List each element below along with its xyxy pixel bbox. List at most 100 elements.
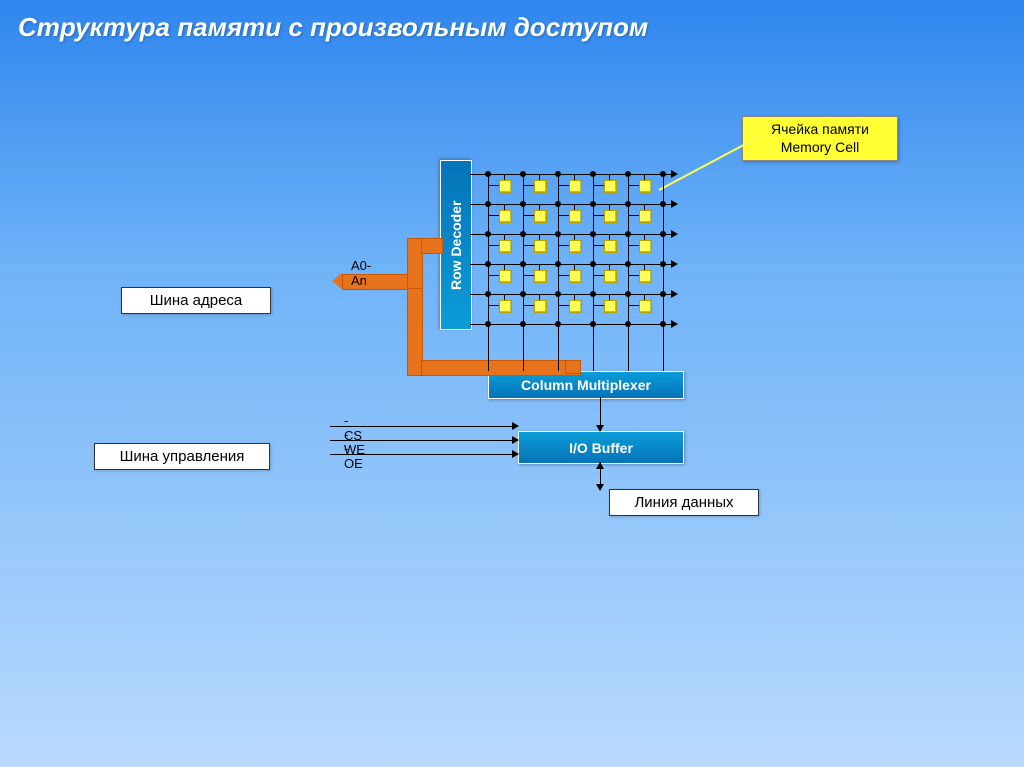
- memory-cell: [569, 300, 582, 313]
- memory-cell: [499, 180, 512, 193]
- cell-stub: [558, 305, 569, 306]
- grid-row-line: [470, 174, 673, 175]
- io-data-arrow-up: [596, 462, 604, 469]
- memory-cell: [604, 270, 617, 283]
- memory-cell: [639, 300, 652, 313]
- cell-stub: [628, 215, 639, 216]
- grid-node: [520, 171, 526, 177]
- cs-arrow: [512, 422, 519, 430]
- cell-stub: [539, 294, 540, 300]
- cell-stub: [574, 264, 575, 270]
- cell-stub: [558, 215, 569, 216]
- memory-cell: [534, 210, 547, 223]
- grid-row-arrow: [671, 290, 678, 298]
- cell-stub: [574, 294, 575, 300]
- cell-stub: [523, 215, 534, 216]
- grid-node: [555, 261, 561, 267]
- memory-cell: [499, 240, 512, 253]
- grid-node: [590, 261, 596, 267]
- grid-node: [590, 291, 596, 297]
- memory-cell: [499, 300, 512, 313]
- io-data-arrow-down: [596, 484, 604, 491]
- cell-stub: [644, 294, 645, 300]
- cell-stub: [523, 275, 534, 276]
- oe-arrow: [512, 450, 519, 458]
- grid-row-line: [470, 294, 673, 295]
- grid-row-arrow: [671, 320, 678, 328]
- orange-to-mux: [565, 360, 581, 374]
- cell-stub: [593, 275, 604, 276]
- io-buffer-block: I/O Buffer: [518, 431, 684, 464]
- memory-cell: [639, 240, 652, 253]
- cell-stub: [488, 305, 499, 306]
- grid-node: [520, 321, 526, 327]
- grid-row-arrow: [671, 260, 678, 268]
- cell-stub: [609, 294, 610, 300]
- cell-stub: [644, 234, 645, 240]
- cell-stub: [539, 204, 540, 210]
- grid-row-line: [470, 204, 673, 205]
- memory-cell: [569, 270, 582, 283]
- data-line-label: Линия данных: [609, 489, 759, 516]
- memory-cell: [569, 240, 582, 253]
- memory-cell: [499, 210, 512, 223]
- memory-cell: [569, 180, 582, 193]
- grid-row-arrow: [671, 200, 678, 208]
- orange-to-decoder: [421, 238, 443, 254]
- cell-stub: [488, 185, 499, 186]
- cell-stub: [574, 234, 575, 240]
- cell-stub: [609, 174, 610, 180]
- memory-cell-callout: Ячейка памяти Memory Cell: [742, 116, 898, 161]
- cell-stub: [504, 264, 505, 270]
- cell-stub: [644, 264, 645, 270]
- grid-node: [660, 231, 666, 237]
- memory-cell: [534, 180, 547, 193]
- memory-cell: [604, 240, 617, 253]
- grid-node: [660, 171, 666, 177]
- grid-node: [590, 201, 596, 207]
- memory-cell: [604, 210, 617, 223]
- cell-stub: [628, 275, 639, 276]
- cell-stub: [609, 264, 610, 270]
- orange-entry-notch: [332, 273, 342, 289]
- grid-node: [590, 321, 596, 327]
- grid-node: [590, 231, 596, 237]
- grid-node: [625, 201, 631, 207]
- memory-cell: [534, 240, 547, 253]
- cell-stub: [523, 245, 534, 246]
- we-arrow: [512, 436, 519, 444]
- callout-line2: Memory Cell: [781, 139, 860, 155]
- grid-node: [660, 201, 666, 207]
- control-bus-label: Шина управления: [94, 443, 270, 470]
- cell-stub: [593, 185, 604, 186]
- memory-cell: [604, 300, 617, 313]
- cell-stub: [644, 174, 645, 180]
- we-line: [330, 440, 518, 441]
- cell-stub: [609, 204, 610, 210]
- grid-node: [660, 291, 666, 297]
- memory-cell: [499, 270, 512, 283]
- memory-cell: [534, 270, 547, 283]
- grid-node: [520, 291, 526, 297]
- grid-node: [625, 171, 631, 177]
- callout-line1: Ячейка памяти: [771, 121, 869, 137]
- grid-node: [485, 261, 491, 267]
- cell-stub: [558, 245, 569, 246]
- memory-cell: [639, 180, 652, 193]
- row-decoder-block: Row Decoder: [440, 160, 472, 330]
- grid-node: [660, 321, 666, 327]
- memory-cell: [534, 300, 547, 313]
- grid-node: [485, 171, 491, 177]
- grid-node: [590, 171, 596, 177]
- grid-node: [555, 171, 561, 177]
- cell-stub: [593, 305, 604, 306]
- cell-stub: [609, 234, 610, 240]
- grid-node: [625, 261, 631, 267]
- memory-cell: [639, 210, 652, 223]
- grid-node: [485, 321, 491, 327]
- cell-stub: [644, 204, 645, 210]
- cell-stub: [488, 215, 499, 216]
- grid-node: [520, 201, 526, 207]
- slide-title: Структура памяти с произвольным доступом: [0, 0, 1024, 43]
- grid-row-arrow: [671, 170, 678, 178]
